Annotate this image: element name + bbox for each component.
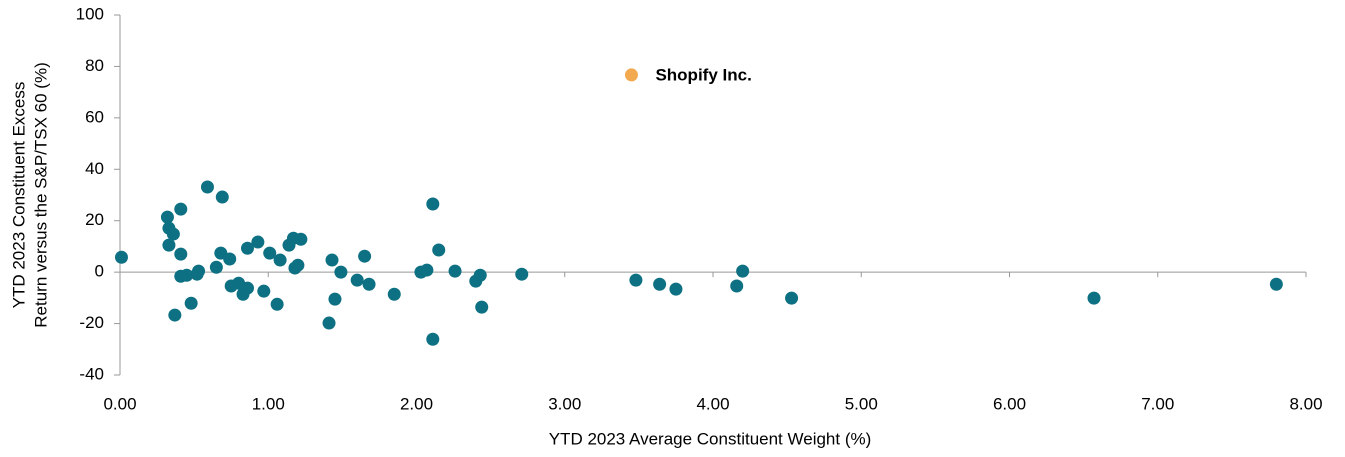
point (473, 268, 487, 282)
point (192, 264, 206, 278)
point (168, 308, 182, 322)
x-tick-label: 7.00 (1141, 394, 1174, 413)
point (291, 258, 305, 272)
point (270, 297, 284, 311)
point (358, 249, 372, 263)
point (322, 316, 336, 330)
point (785, 291, 799, 305)
point (174, 247, 188, 261)
point (209, 260, 223, 274)
point (263, 246, 277, 260)
y-tick-label: 80 (85, 56, 104, 75)
point (251, 235, 265, 249)
point (669, 282, 683, 296)
point (162, 238, 176, 252)
point (184, 296, 198, 310)
x-tick-label: 5.00 (845, 394, 878, 413)
x-tick-label: 4.00 (696, 394, 729, 413)
point (174, 202, 188, 216)
point (160, 210, 174, 224)
point (200, 180, 214, 194)
point (328, 292, 342, 306)
point (736, 264, 750, 278)
y-tick-label: 40 (85, 159, 104, 178)
point (426, 332, 440, 346)
x-tick-label: 0.00 (103, 394, 136, 413)
x-tick-label: 1.00 (252, 394, 285, 413)
point (334, 265, 348, 279)
point (448, 264, 462, 278)
point (420, 263, 434, 277)
x-axis-title: YTD 2023 Average Constituent Weight (%) (549, 429, 872, 448)
point (180, 268, 194, 282)
y-tick-label: 100 (76, 4, 104, 23)
x-tick-label: 2.00 (400, 394, 433, 413)
y-tick-label: 20 (85, 210, 104, 229)
y-tick-label: 0 (95, 262, 104, 281)
point (624, 68, 638, 82)
point (257, 284, 271, 298)
point (273, 253, 287, 267)
point (426, 197, 440, 211)
point (350, 273, 364, 287)
point (653, 277, 667, 291)
point (515, 267, 529, 281)
point (294, 232, 308, 246)
point (215, 190, 229, 204)
y-axis-title: YTD 2023 Constituent Excess (9, 82, 28, 309)
point (475, 300, 489, 314)
y-tick-label: 60 (85, 107, 104, 126)
x-tick-label: 3.00 (548, 394, 581, 413)
point (1087, 291, 1101, 305)
y-axis-title: Return versus the S&P/TSX 60 (%) (31, 62, 50, 328)
point (223, 252, 237, 266)
y-tick-label: -40 (79, 364, 104, 383)
point (325, 253, 339, 267)
point (387, 287, 401, 301)
point (432, 243, 446, 257)
point (730, 279, 744, 293)
point (240, 281, 254, 295)
point (1269, 277, 1283, 291)
x-tick-label: 6.00 (993, 394, 1026, 413)
point-label: Shopify Inc. (655, 65, 751, 84)
y-tick-label: -20 (79, 313, 104, 332)
point (114, 250, 128, 264)
x-tick-label: 8.00 (1289, 394, 1322, 413)
point (362, 277, 376, 291)
point (166, 227, 180, 241)
point (240, 241, 254, 255)
point (629, 273, 643, 287)
